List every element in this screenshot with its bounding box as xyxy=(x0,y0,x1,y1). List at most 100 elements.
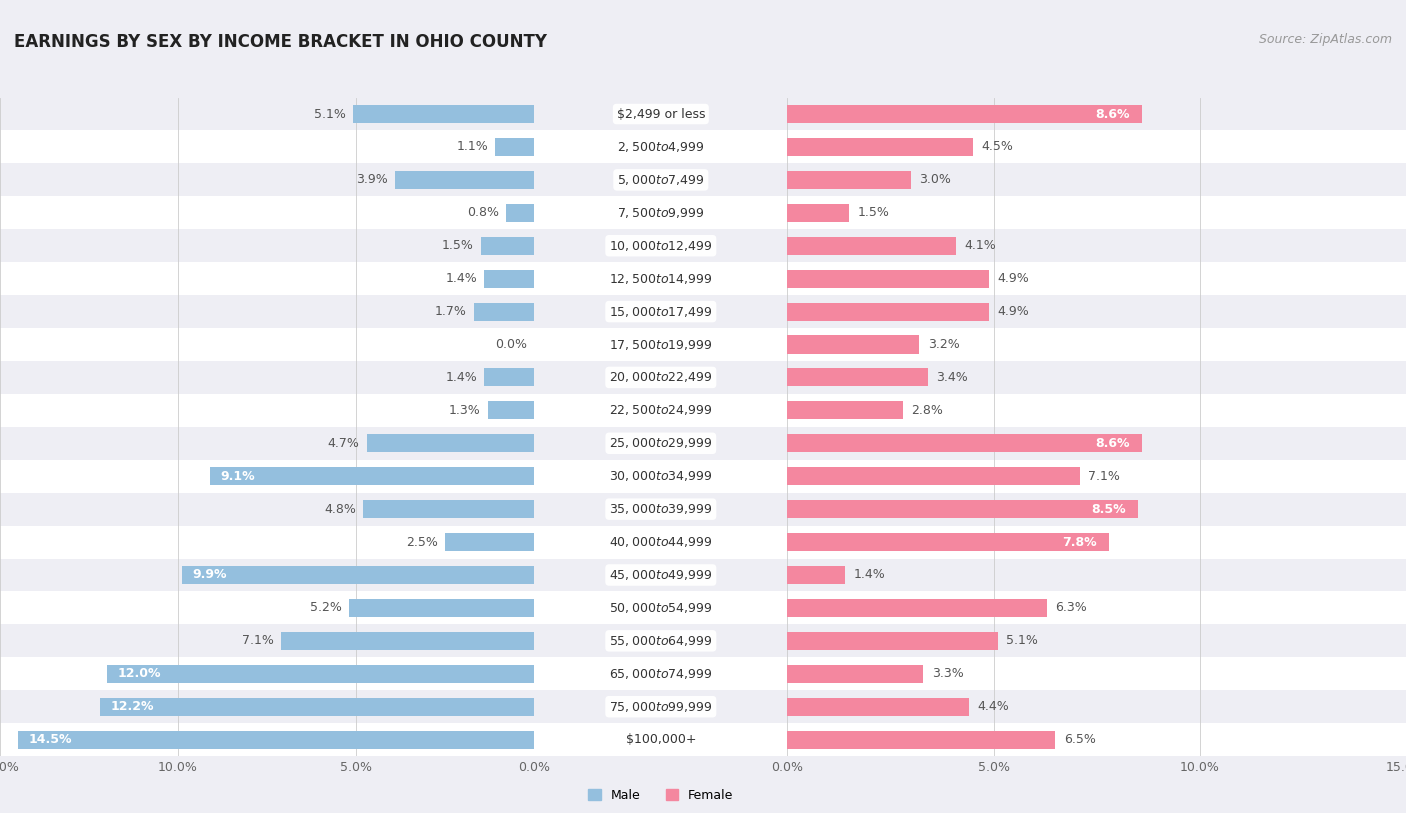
Bar xyxy=(787,698,969,715)
Bar xyxy=(446,533,534,551)
Bar xyxy=(18,731,534,749)
Bar xyxy=(787,361,1406,394)
Bar xyxy=(787,105,1142,123)
Bar xyxy=(787,163,1406,197)
Text: 5.1%: 5.1% xyxy=(1005,634,1038,647)
Bar xyxy=(534,361,787,394)
Text: 3.2%: 3.2% xyxy=(928,338,959,351)
Bar xyxy=(787,632,998,650)
Text: 1.7%: 1.7% xyxy=(434,305,467,318)
Bar xyxy=(0,361,534,394)
Bar xyxy=(0,229,1069,263)
Bar xyxy=(0,197,534,229)
Text: $45,000 to $49,999: $45,000 to $49,999 xyxy=(609,568,713,582)
Text: $40,000 to $44,999: $40,000 to $44,999 xyxy=(609,535,713,549)
Bar xyxy=(0,624,534,657)
Bar xyxy=(534,624,787,657)
Bar xyxy=(0,98,1069,131)
Bar xyxy=(787,665,924,683)
Bar xyxy=(0,460,534,493)
Text: 12.0%: 12.0% xyxy=(118,667,162,680)
Bar xyxy=(787,130,1406,163)
Bar xyxy=(0,295,1069,328)
Text: 9.1%: 9.1% xyxy=(221,470,256,483)
Bar xyxy=(787,566,845,584)
Text: 7.8%: 7.8% xyxy=(1062,536,1097,549)
Text: $17,500 to $19,999: $17,500 to $19,999 xyxy=(609,337,713,351)
Text: $5,000 to $7,499: $5,000 to $7,499 xyxy=(617,173,704,187)
Bar xyxy=(0,724,1069,756)
Bar xyxy=(787,295,1406,328)
Bar xyxy=(107,665,534,683)
Bar xyxy=(534,657,787,690)
Bar xyxy=(534,197,787,229)
Bar xyxy=(485,368,534,386)
Bar xyxy=(363,500,534,518)
Bar xyxy=(534,690,787,724)
Text: Source: ZipAtlas.com: Source: ZipAtlas.com xyxy=(1258,33,1392,46)
Bar xyxy=(534,559,787,592)
Bar xyxy=(506,204,534,222)
Text: 9.9%: 9.9% xyxy=(193,568,226,581)
Bar xyxy=(787,361,1406,394)
Bar xyxy=(534,526,787,559)
Text: 4.9%: 4.9% xyxy=(998,272,1029,285)
Text: $15,000 to $17,499: $15,000 to $17,499 xyxy=(609,305,713,319)
Bar xyxy=(534,460,787,493)
Bar xyxy=(534,130,787,163)
Bar xyxy=(0,624,1069,657)
Bar xyxy=(0,427,534,460)
Bar xyxy=(787,394,1406,427)
Bar xyxy=(488,402,534,420)
Text: 7.1%: 7.1% xyxy=(242,634,274,647)
Bar xyxy=(787,731,1056,749)
Bar xyxy=(787,427,1406,460)
Text: 5.2%: 5.2% xyxy=(311,602,342,615)
Bar xyxy=(534,263,787,295)
Bar xyxy=(787,270,990,288)
Text: 8.5%: 8.5% xyxy=(1091,502,1126,515)
Bar xyxy=(0,526,1069,559)
Bar xyxy=(787,526,1406,559)
Text: 6.5%: 6.5% xyxy=(1064,733,1095,746)
Bar xyxy=(787,98,1406,131)
Text: 4.1%: 4.1% xyxy=(965,239,997,252)
Bar xyxy=(534,690,787,724)
Bar xyxy=(787,229,1406,263)
Text: 8.6%: 8.6% xyxy=(1095,437,1129,450)
Bar xyxy=(367,434,534,452)
Bar xyxy=(0,657,534,690)
Text: $20,000 to $22,499: $20,000 to $22,499 xyxy=(609,371,713,385)
Text: 1.1%: 1.1% xyxy=(456,141,488,154)
Bar xyxy=(787,368,928,386)
Bar xyxy=(787,163,1406,197)
Bar xyxy=(0,295,534,328)
Text: 0.8%: 0.8% xyxy=(467,207,499,220)
Bar xyxy=(353,105,534,123)
Bar xyxy=(787,328,1406,361)
Bar xyxy=(534,328,787,361)
Bar xyxy=(0,592,1069,624)
Bar xyxy=(534,493,787,526)
Text: 0.0%: 0.0% xyxy=(495,338,527,351)
Text: $7,500 to $9,999: $7,500 to $9,999 xyxy=(617,206,704,220)
Bar xyxy=(787,237,956,254)
Bar xyxy=(0,690,1069,724)
Bar xyxy=(534,328,787,361)
Bar xyxy=(534,724,787,756)
Text: $25,000 to $29,999: $25,000 to $29,999 xyxy=(609,437,713,450)
Bar xyxy=(534,624,787,657)
Bar xyxy=(534,98,787,131)
Bar xyxy=(534,657,787,690)
Bar xyxy=(349,599,534,617)
Bar xyxy=(787,263,1406,295)
Bar xyxy=(534,394,787,427)
Text: $100,000+: $100,000+ xyxy=(626,733,696,746)
Bar xyxy=(787,336,920,354)
Bar xyxy=(0,657,1069,690)
Bar xyxy=(534,724,787,756)
Text: 12.2%: 12.2% xyxy=(111,700,153,713)
Bar xyxy=(787,599,1047,617)
Bar xyxy=(0,98,534,131)
Text: $2,499 or less: $2,499 or less xyxy=(617,107,704,120)
